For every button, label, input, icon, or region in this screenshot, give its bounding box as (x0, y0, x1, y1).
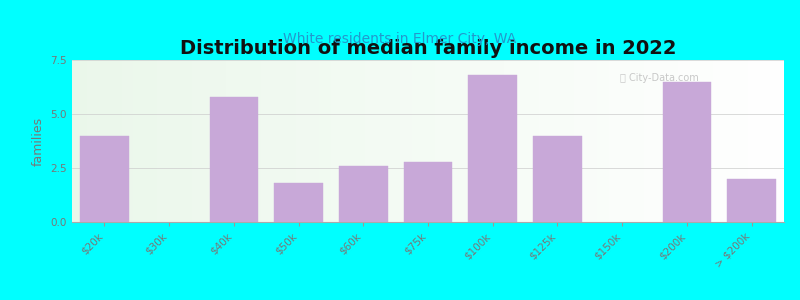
Bar (210, 97, 258, 222)
Bar (274, 183, 323, 222)
Title: Distribution of median family income in 2022: Distribution of median family income in … (180, 39, 676, 58)
Bar (533, 136, 582, 222)
Bar (339, 166, 387, 222)
Bar (80, 136, 129, 222)
Bar (404, 161, 452, 222)
Y-axis label: families: families (32, 116, 45, 166)
Bar (727, 179, 776, 222)
Bar (662, 82, 711, 222)
Text: White residents in Elmer City, WA: White residents in Elmer City, WA (283, 32, 517, 46)
Text: ⓒ City-Data.com: ⓒ City-Data.com (620, 73, 699, 83)
Bar (469, 75, 517, 222)
